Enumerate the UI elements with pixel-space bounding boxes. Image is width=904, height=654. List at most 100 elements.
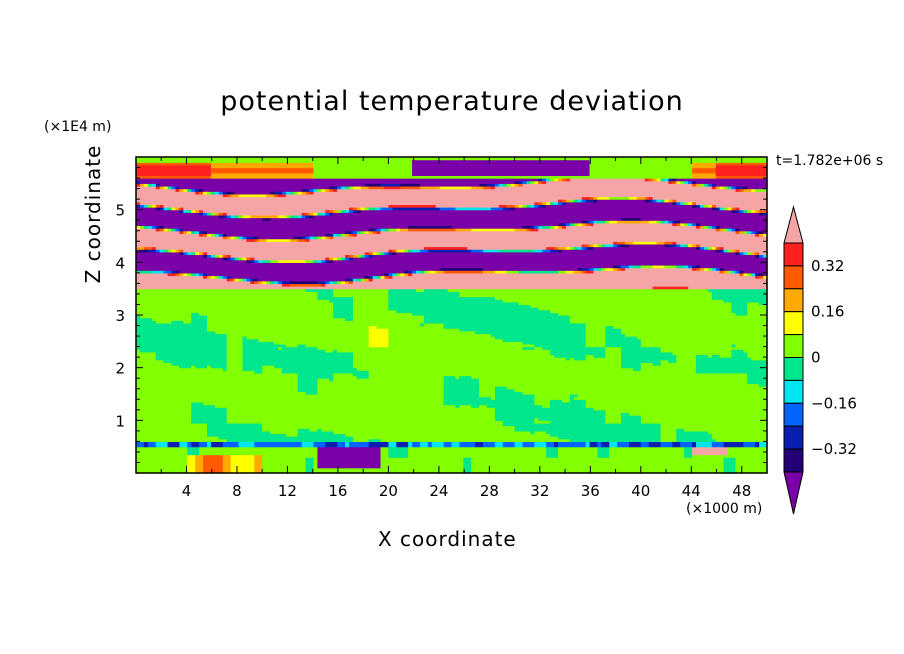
contour-cell <box>136 399 445 403</box>
contour-cell <box>183 230 188 234</box>
contour-cell <box>569 357 575 361</box>
contour-cell <box>175 270 180 274</box>
contour-cell <box>203 251 208 256</box>
contour-cell <box>368 341 389 345</box>
contour-cell <box>530 204 535 208</box>
contour-cell <box>423 288 449 292</box>
contour-cell <box>569 320 768 324</box>
contour-cell <box>494 409 606 414</box>
contour-cell <box>719 354 733 358</box>
contour-cell <box>313 191 768 195</box>
contour-cell <box>735 459 768 464</box>
contour-cell <box>136 438 228 442</box>
contour-cell <box>191 320 208 324</box>
contour-cell <box>640 264 654 269</box>
contour-cell <box>723 462 737 466</box>
contour-cell <box>755 251 760 256</box>
contour-cell <box>191 251 196 256</box>
contour-cell <box>380 446 389 450</box>
contour-cell <box>506 270 520 274</box>
contour-cell <box>502 422 662 427</box>
contour-cell <box>514 428 662 432</box>
contour-cell <box>136 296 319 300</box>
contour-cell <box>321 283 326 287</box>
contour-cell <box>222 457 232 461</box>
contour-cell <box>759 233 764 237</box>
contour-cell <box>187 449 200 453</box>
contour-cell <box>368 230 374 234</box>
contour-cell <box>289 191 295 195</box>
contour-cell <box>707 288 768 292</box>
contour-cell <box>136 278 228 282</box>
contour-cell <box>711 433 768 437</box>
contour-cell <box>557 312 737 316</box>
contour-cell <box>625 333 768 337</box>
contour-cell <box>289 238 299 242</box>
contour-cell <box>226 351 244 356</box>
contour-cell <box>483 185 492 190</box>
x-tick-label: 44 <box>682 482 701 500</box>
contour-cell <box>333 288 389 292</box>
contour-cell <box>345 233 350 237</box>
contour-cell <box>455 404 460 408</box>
contour-cell <box>494 185 713 190</box>
contour-cell <box>136 378 299 382</box>
contour-cell <box>747 354 768 358</box>
contour-cell <box>684 451 693 456</box>
contour-cell <box>676 201 681 205</box>
contour-cell <box>187 462 196 466</box>
contour-cell <box>605 409 768 414</box>
contour-cell <box>392 207 441 211</box>
contour-cell <box>731 304 748 308</box>
contour-cell <box>191 409 228 414</box>
contour-cell <box>522 225 531 229</box>
contour-cell <box>648 196 654 200</box>
contour-cell <box>325 236 330 240</box>
contour-cell <box>222 367 228 371</box>
contour-cell <box>175 249 180 253</box>
contour-cell <box>214 191 220 195</box>
contour-cell <box>136 457 188 461</box>
contour-cell <box>136 304 334 308</box>
contour-cell <box>676 220 681 224</box>
contour-cell <box>136 317 153 321</box>
contour-cell <box>159 207 165 211</box>
contour-cell <box>155 185 161 190</box>
contour-cell <box>711 225 717 229</box>
contour-cell <box>486 404 543 408</box>
contour-cell <box>581 220 587 224</box>
contour-cell <box>412 312 559 316</box>
contour-cell <box>711 207 717 211</box>
contour-cell <box>352 315 425 319</box>
contour-cell <box>163 185 169 190</box>
contour-cell <box>502 444 516 448</box>
contour-cell <box>254 236 259 240</box>
contour-cell <box>281 367 358 371</box>
contour-cell <box>167 185 173 190</box>
contour-cell <box>348 185 354 190</box>
contour-cell <box>187 467 196 471</box>
contour-cell <box>416 288 425 292</box>
contour-cell <box>573 270 583 274</box>
contour-cell <box>388 299 504 303</box>
contour-cell <box>569 315 768 319</box>
contour-cell <box>755 441 760 445</box>
contour-cell <box>345 280 350 284</box>
contour-cell <box>400 183 421 187</box>
contour-cell <box>723 270 729 274</box>
colorbar-segment <box>783 334 804 359</box>
contour-cell <box>136 349 141 353</box>
contour-cell <box>569 246 575 250</box>
contour-cell <box>593 222 673 227</box>
contour-cell <box>715 225 721 229</box>
contour-cell <box>747 375 768 379</box>
contour-cell <box>325 444 338 448</box>
contour-cell <box>692 172 717 177</box>
contour-cell <box>388 275 393 279</box>
contour-cell <box>352 365 622 369</box>
contour-cell <box>226 412 496 416</box>
contour-cell <box>747 307 768 311</box>
contour-cell <box>735 228 740 232</box>
contour-cell <box>455 228 472 232</box>
contour-cell <box>605 243 614 248</box>
